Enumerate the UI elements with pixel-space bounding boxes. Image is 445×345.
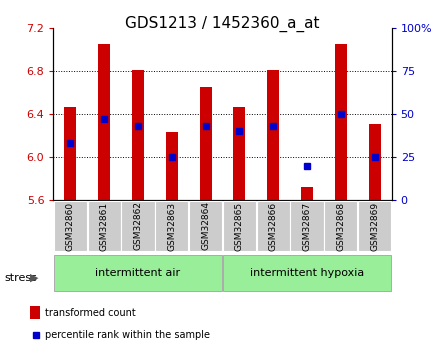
Bar — [54, 255, 222, 291]
Bar — [166, 132, 178, 200]
Bar — [65, 107, 76, 200]
Bar — [200, 87, 211, 200]
Text: GSM32864: GSM32864 — [201, 201, 210, 250]
Bar — [257, 201, 290, 251]
Text: intermittent hypoxia: intermittent hypoxia — [250, 268, 364, 277]
Bar — [267, 70, 279, 200]
Text: transformed count: transformed count — [45, 308, 136, 318]
Bar — [132, 70, 144, 200]
Bar — [358, 201, 391, 251]
Text: stress: stress — [4, 273, 37, 283]
Bar — [223, 201, 256, 251]
Text: ▶: ▶ — [30, 273, 38, 283]
Text: GSM32865: GSM32865 — [235, 201, 244, 250]
Text: GSM32861: GSM32861 — [100, 201, 109, 250]
Bar — [121, 201, 154, 251]
Bar — [54, 201, 87, 251]
Bar — [324, 201, 357, 251]
Bar — [30, 306, 40, 319]
Bar — [155, 201, 188, 251]
Text: GSM32863: GSM32863 — [167, 201, 176, 250]
Bar — [369, 124, 380, 200]
Bar — [291, 201, 324, 251]
Text: GSM32869: GSM32869 — [370, 201, 379, 250]
Text: GSM32868: GSM32868 — [336, 201, 345, 250]
Text: GSM32866: GSM32866 — [269, 201, 278, 250]
Text: GSM32862: GSM32862 — [134, 201, 142, 250]
Bar — [88, 201, 121, 251]
Bar — [301, 187, 313, 200]
Text: percentile rank within the sample: percentile rank within the sample — [45, 330, 210, 340]
Bar — [234, 107, 245, 200]
Bar — [335, 44, 347, 200]
Text: GSM32867: GSM32867 — [303, 201, 312, 250]
Text: intermittent air: intermittent air — [95, 268, 181, 277]
Text: GDS1213 / 1452360_a_at: GDS1213 / 1452360_a_at — [125, 16, 320, 32]
Text: GSM32860: GSM32860 — [66, 201, 75, 250]
Bar — [189, 201, 222, 251]
Bar — [223, 255, 391, 291]
Bar — [98, 44, 110, 200]
